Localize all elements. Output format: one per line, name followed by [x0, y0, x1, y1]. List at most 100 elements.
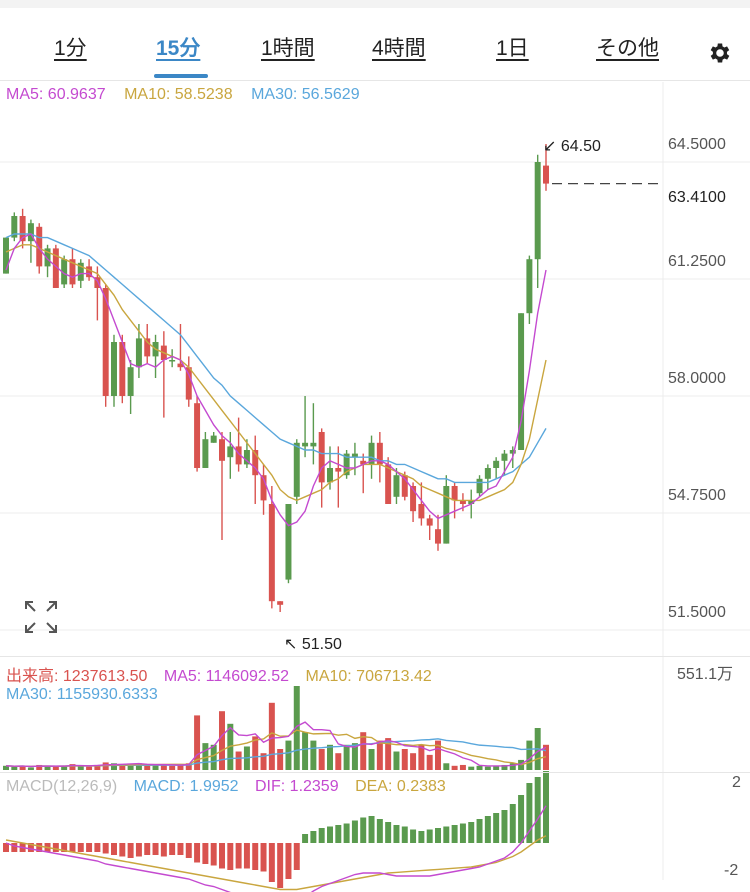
volume-bar [19, 765, 26, 770]
low-value: 51.50 [301, 636, 342, 653]
volume-ma5-line [5, 721, 547, 768]
candle-body [302, 442, 309, 447]
gear-icon[interactable] [707, 40, 733, 66]
volume-bar [277, 749, 284, 770]
volume-bar [152, 764, 159, 770]
volume-bar [476, 765, 483, 770]
candle-body [509, 450, 516, 454]
candle-body [501, 453, 508, 461]
macd-bar [102, 843, 109, 854]
candle-body [285, 504, 292, 580]
macd-bar [410, 829, 417, 843]
ma-legend: MA5: 60.9637 MA10: 58.5238 MA30: 56.5629 [6, 86, 374, 104]
tab-other[interactable]: その他 [596, 37, 659, 60]
volume-bar [426, 754, 433, 770]
candle-body [69, 259, 76, 285]
macd-bar [243, 843, 250, 869]
macd-bar [526, 783, 533, 843]
macd-bar [368, 816, 375, 843]
macd-bar [459, 823, 466, 843]
volume-bar [27, 767, 34, 770]
volume-bar [94, 764, 101, 770]
candle-body [61, 259, 68, 285]
candle-body [52, 248, 59, 288]
volume-bar [144, 765, 151, 770]
volume-bar [293, 686, 300, 770]
candle-body [401, 475, 408, 497]
candle-body [543, 165, 549, 184]
macd-bar [443, 826, 450, 843]
macd-bar [360, 817, 367, 843]
candle-body [310, 442, 317, 447]
macd-bar [219, 843, 225, 869]
tab-1day[interactable]: 1日 [496, 37, 529, 60]
macd-bar [152, 843, 159, 855]
macd-bar [135, 843, 142, 857]
dif-line [5, 805, 547, 892]
volume-bar [410, 753, 417, 770]
macd-bar [160, 843, 167, 857]
volume-bar [36, 764, 43, 770]
macd-bar [86, 843, 93, 852]
macd-bar [127, 843, 134, 858]
macd-bar [318, 828, 325, 843]
volume-bar [335, 753, 342, 770]
price-label: 64.5000 [668, 136, 726, 153]
volume-bar [252, 736, 259, 770]
volume-bar [77, 765, 84, 770]
volume-bar [285, 740, 292, 770]
volume-ma30: MA30: 1155930.6333 [6, 686, 158, 703]
macd-bar [235, 843, 242, 869]
volume-bar [235, 751, 242, 770]
candle-body [293, 442, 300, 497]
candle-body [393, 475, 400, 497]
macd-bar [194, 843, 201, 863]
macd-bar [277, 843, 284, 888]
expand-icon[interactable] [24, 600, 58, 634]
ma30-line [5, 233, 547, 484]
volume-bar [302, 732, 309, 770]
macd-bar [401, 826, 408, 843]
volume-bar [185, 763, 192, 770]
macd-bar [285, 843, 292, 879]
candle-body [451, 486, 458, 501]
macd-bar [11, 843, 18, 852]
candle-body [343, 453, 350, 476]
volume-bar [3, 765, 9, 770]
volume-bar [135, 763, 142, 770]
volume-divider [0, 656, 750, 657]
tab-1min[interactable]: 1分 [54, 37, 87, 60]
macd-bar [268, 843, 275, 882]
volume-bar [376, 740, 383, 770]
high-value: 64.50 [560, 138, 601, 155]
candle-body [318, 432, 325, 483]
current-price-label: 63.4100 [668, 189, 726, 206]
macd-bar [376, 819, 383, 843]
candle-body [44, 248, 51, 267]
candle-body [127, 367, 134, 396]
macd-bar [493, 813, 500, 843]
volume-bar [343, 744, 350, 770]
candle-body [210, 435, 217, 443]
macd-bar [518, 795, 525, 843]
tab-1hour[interactable]: 1時間 [261, 37, 315, 60]
volume-bar [526, 740, 533, 770]
macd-bar [36, 843, 43, 852]
tab-4hour[interactable]: 4時間 [372, 37, 426, 60]
volume-ma5: MA5: 1146092.52 [163, 668, 290, 685]
ma5-line [5, 233, 547, 527]
candle-body [360, 460, 367, 465]
volume-unit: 551.1万 [677, 666, 734, 683]
candle-body [493, 460, 500, 468]
volume-bar [44, 765, 51, 770]
candle-body [351, 453, 358, 458]
macd-bar [177, 843, 184, 855]
volume-bar [61, 765, 68, 770]
candle-body [368, 442, 375, 465]
macd-axis-top: 2 [732, 774, 741, 791]
macd-bar [210, 843, 217, 866]
tab-15min[interactable]: 15分 [156, 37, 201, 60]
volume-bar [127, 764, 134, 770]
macd-bar [501, 810, 508, 843]
